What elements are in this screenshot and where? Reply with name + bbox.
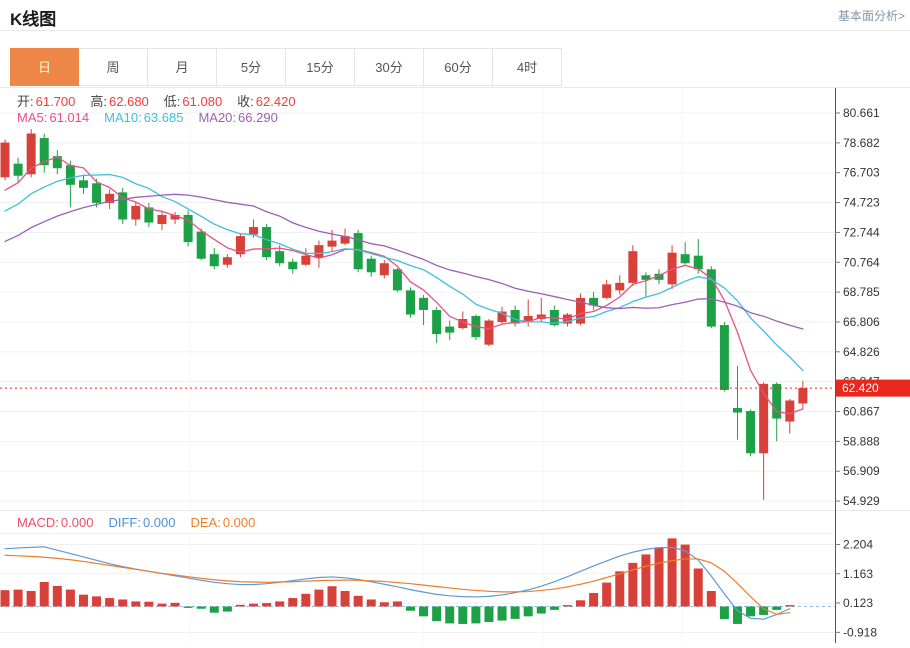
macd-item-1: DIFF: 0.000 (108, 515, 176, 530)
current-price-badge: 62.420 (836, 379, 910, 397)
macd-legend: MACD: 0.000 DIFF: 0.000 DEA: 0.000 (17, 515, 270, 530)
tab-15分[interactable]: 15分 (286, 48, 355, 86)
svg-text:72.744: 72.744 (843, 225, 880, 239)
candles-layer (0, 129, 808, 501)
svg-text:80.661: 80.661 (843, 106, 880, 120)
macd-item-2: DEA: 0.000 (190, 515, 256, 530)
ohlc-item-1: 高: 62.680 (90, 94, 149, 109)
tab-日[interactable]: 日 (10, 48, 79, 86)
ma-legend: MA5: 61.014 MA10: 63.685 MA20: 66.290 (17, 110, 293, 125)
svg-text:64.826: 64.826 (843, 345, 880, 359)
svg-text:70.764: 70.764 (843, 255, 880, 269)
page-title: K线图 (10, 10, 57, 29)
svg-text:76.703: 76.703 (843, 166, 880, 180)
svg-text:2.204: 2.204 (843, 537, 873, 551)
svg-text:68.785: 68.785 (843, 285, 880, 299)
tab-4时[interactable]: 4时 (493, 48, 562, 86)
header-divider (0, 30, 910, 31)
svg-text:74.723: 74.723 (843, 196, 880, 210)
ohlc-legend: 开: 61.700 高: 62.680 低: 61.080 收: 62.420 (17, 91, 311, 110)
svg-text:54.929: 54.929 (843, 494, 880, 508)
ma-item-2: MA20: 66.290 (198, 110, 278, 125)
macd-item-0: MACD: 0.000 (17, 515, 94, 530)
svg-text:56.909: 56.909 (843, 464, 880, 478)
fundamental-analysis-link[interactable]: 基本面分析> (837, 9, 905, 23)
svg-text:0.123: 0.123 (843, 596, 873, 610)
tab-30分[interactable]: 30分 (355, 48, 424, 86)
grid-layer (0, 87, 910, 643)
tab-5分[interactable]: 5分 (217, 48, 286, 86)
macd-layer (0, 538, 835, 624)
svg-text:62.420: 62.420 (842, 381, 879, 395)
ohlc-item-3: 收: 62.420 (237, 94, 296, 109)
svg-text:78.682: 78.682 (843, 136, 880, 150)
axis-layer: 80.661 78.682 76.703 74.723 72.744 70.764 68.7… (835, 88, 880, 643)
interval-tabs: 日周月 5分 15分 30分 60分 4时 (10, 48, 562, 86)
ma-item-1: MA10: 63.685 (104, 110, 184, 125)
ohlc-item-0: 开: 61.700 (17, 94, 76, 109)
tab-月[interactable]: 月 (148, 48, 217, 86)
ma-item-0: MA5: 61.014 (17, 110, 90, 125)
svg-text:-0.918: -0.918 (843, 625, 877, 639)
svg-text:66.806: 66.806 (843, 315, 880, 329)
ma-layer (4, 156, 804, 415)
svg-text:58.888: 58.888 (843, 434, 880, 448)
tab-60分[interactable]: 60分 (424, 48, 493, 86)
svg-text:60.867: 60.867 (843, 405, 880, 419)
ohlc-item-2: 低: 61.080 (163, 94, 223, 109)
svg-text:1.163: 1.163 (843, 567, 873, 581)
tab-周[interactable]: 周 (79, 48, 148, 86)
